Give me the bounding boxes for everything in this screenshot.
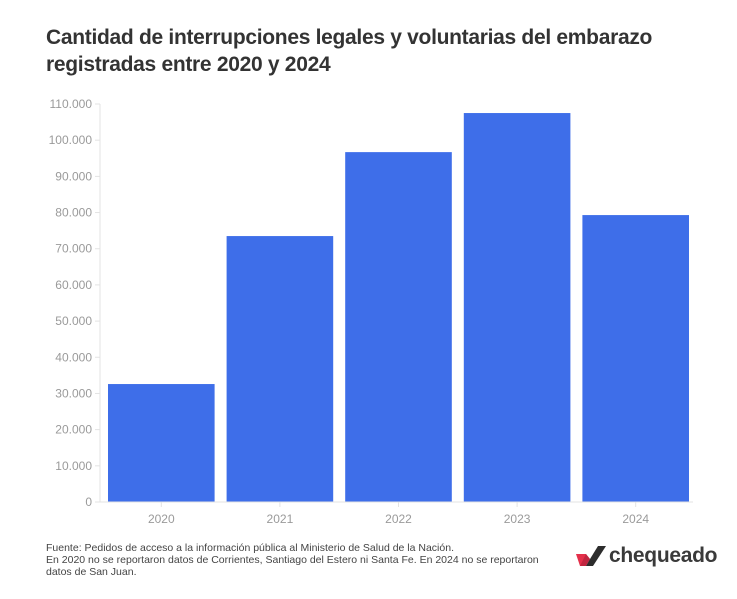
y-tick-label: 110.000: [50, 97, 93, 111]
y-tick-label: 30.000: [55, 386, 92, 400]
logo-text: chequeado: [609, 544, 718, 567]
x-tick-label: 2020: [148, 512, 175, 526]
y-tick-label: 10.000: [55, 459, 92, 473]
x-axis: 2020 2021 2022 2023 2024: [100, 501, 693, 526]
y-tick-label: 80.000: [55, 206, 92, 220]
x-tick-label: 2022: [385, 512, 412, 526]
y-tick-label: 100.000: [49, 133, 93, 147]
y-tick-label: 90.000: [55, 169, 92, 183]
x-tick-label: 2021: [267, 512, 294, 526]
y-tick-label: 20.000: [55, 423, 92, 437]
y-tick-label: 60.000: [55, 278, 92, 292]
y-tick-label: 0: [85, 495, 92, 509]
chart-title: Cantidad de interrupciones legales y vol…: [46, 26, 653, 76]
y-tick-label: 50.000: [55, 314, 92, 328]
bar-2020: [108, 384, 215, 502]
y-tick-label: 40.000: [55, 350, 92, 364]
y-axis: 0 10.000 20.000 30.000 40.000 50.000 60.000 70.…: [49, 97, 101, 509]
x-tick-label: 2024: [622, 512, 649, 526]
bar-2023: [463, 113, 571, 502]
data-note: En 2020 no se reportaron datos de Corrie…: [46, 554, 539, 578]
bar-chart: 0 10.000 20.000 30.000 40.000 50.000 60.000 70.…: [49, 97, 693, 526]
bars: [108, 113, 689, 502]
check-mark-icon: [576, 546, 606, 566]
chequeado-logo: chequeado: [576, 544, 717, 568]
x-tick-label: 2023: [504, 512, 531, 526]
y-tick-label: 70.000: [55, 242, 92, 256]
bar-2022: [345, 152, 452, 502]
bar-2021: [226, 236, 334, 502]
source-note: Fuente: Pedidos de acceso a la informaci…: [46, 542, 454, 554]
bar-2024: [582, 215, 689, 502]
chart-footer: Fuente: Pedidos de acceso a la informaci…: [46, 542, 556, 578]
